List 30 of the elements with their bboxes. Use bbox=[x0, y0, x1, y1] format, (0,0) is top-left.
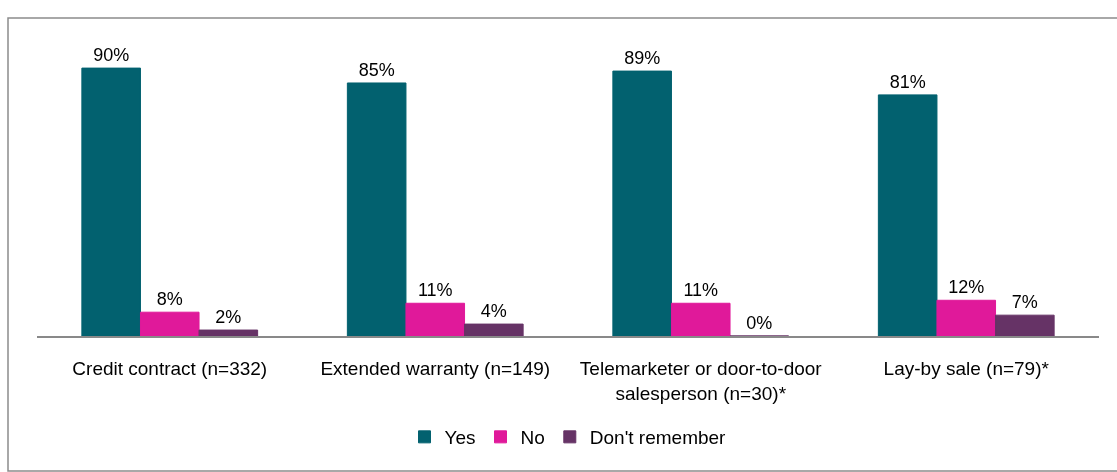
legend-label: Don't remember bbox=[589, 427, 727, 449]
bar bbox=[346, 82, 407, 336]
data-label: 90% bbox=[93, 45, 130, 66]
bar bbox=[670, 302, 731, 336]
data-label: 11% bbox=[683, 280, 719, 301]
data-label: 85% bbox=[358, 59, 395, 80]
legend-label: Yes bbox=[444, 427, 476, 449]
x-tick-label: Extended warranty (n=149) bbox=[320, 357, 551, 379]
data-label: 7% bbox=[1011, 292, 1038, 313]
x-tick-label: Lay-by sale (n=79)* bbox=[883, 357, 1050, 379]
data-label: 12% bbox=[948, 277, 985, 298]
data-label: 4% bbox=[480, 301, 507, 322]
x-tick-label: Credit contract (n=332) bbox=[72, 357, 268, 379]
bar bbox=[198, 329, 259, 336]
data-label: 2% bbox=[215, 307, 242, 328]
bar bbox=[995, 314, 1055, 336]
x-tick-label: Telemarketer or door-to-door salesperson (n=30)* bbox=[579, 357, 823, 404]
data-label: 8% bbox=[156, 289, 183, 310]
data-label: 81% bbox=[889, 71, 926, 92]
data-label: 11% bbox=[417, 280, 453, 301]
bar bbox=[612, 70, 672, 336]
bar bbox=[139, 311, 200, 336]
data-label: 0% bbox=[746, 313, 773, 333]
bar bbox=[877, 94, 938, 336]
data-label: 89% bbox=[624, 48, 661, 69]
bar bbox=[936, 299, 997, 336]
bar bbox=[405, 302, 466, 336]
legend-label: No bbox=[520, 427, 545, 449]
bar bbox=[81, 67, 141, 336]
bar bbox=[464, 323, 524, 336]
